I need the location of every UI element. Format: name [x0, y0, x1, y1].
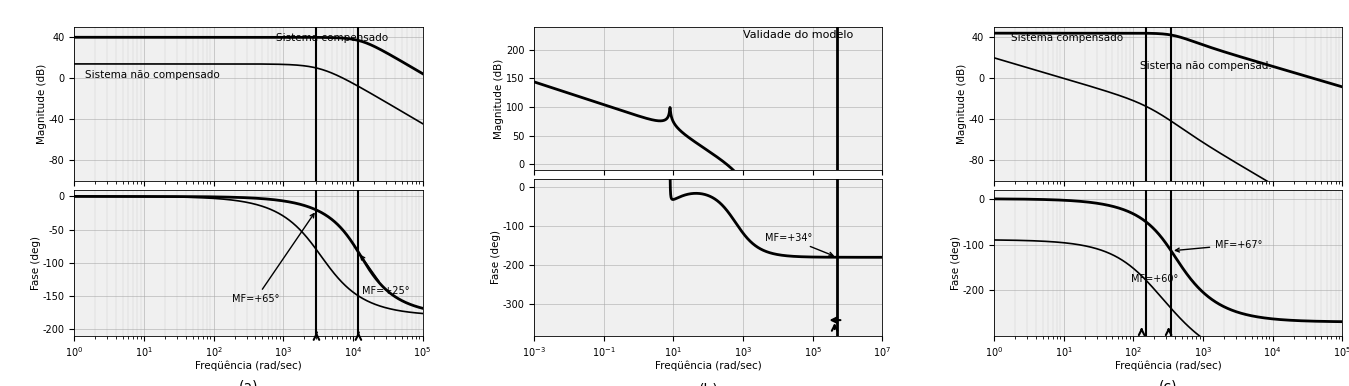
Y-axis label: Magnitude (dB): Magnitude (dB)	[38, 64, 47, 144]
Text: (c): (c)	[1159, 380, 1178, 386]
Text: Sistema compensado: Sistema compensado	[277, 33, 389, 43]
Text: MF=+34°: MF=+34°	[765, 233, 834, 256]
Text: MF=+60°: MF=+60°	[1130, 274, 1178, 284]
X-axis label: Freqüência (rad/sec): Freqüência (rad/sec)	[654, 361, 762, 371]
Text: MF=+65°: MF=+65°	[232, 213, 314, 304]
Text: (a): (a)	[239, 380, 258, 386]
X-axis label: Freqüência (rad/sec): Freqüência (rad/sec)	[1114, 361, 1221, 371]
Text: Sistema não compensad.: Sistema não compensad.	[1140, 61, 1272, 71]
Y-axis label: Magnitude (dB): Magnitude (dB)	[956, 64, 967, 144]
Y-axis label: Magnitude (dB): Magnitude (dB)	[495, 58, 505, 139]
X-axis label: Freqüência (rad/sec): Freqüência (rad/sec)	[196, 361, 302, 371]
Text: Sistema não compensado: Sistema não compensado	[85, 70, 220, 80]
Text: Sistema compensado: Sistema compensado	[1012, 33, 1124, 43]
Text: MF=+67°: MF=+67°	[1175, 240, 1263, 252]
Y-axis label: Fase (deg): Fase (deg)	[491, 230, 500, 284]
Text: (b): (b)	[699, 383, 718, 386]
Text: MF=+25°: MF=+25°	[362, 256, 410, 296]
Y-axis label: Fase (deg): Fase (deg)	[31, 236, 40, 290]
Y-axis label: Fase (deg): Fase (deg)	[951, 236, 960, 290]
Text: Validade do modelo: Validade do modelo	[743, 30, 854, 40]
